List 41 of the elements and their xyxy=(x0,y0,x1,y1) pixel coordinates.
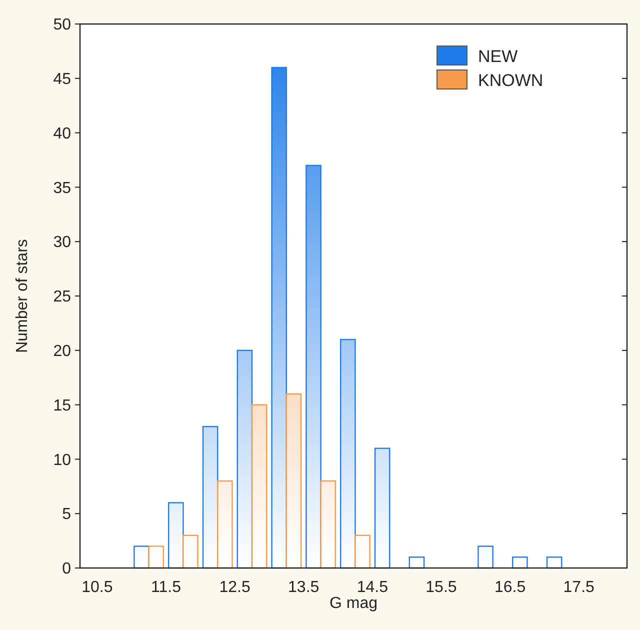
x-tick-label: 17.5 xyxy=(563,579,595,596)
bar xyxy=(271,66,288,569)
bar xyxy=(182,534,198,569)
x-axis-title: G mag xyxy=(329,595,378,612)
y-tick-label: 25 xyxy=(53,288,72,306)
y-axis-title: Number of stars xyxy=(14,239,31,353)
bar xyxy=(148,546,164,569)
bar xyxy=(354,534,370,569)
y-tick-label: 0 xyxy=(62,560,72,578)
bar xyxy=(217,480,233,569)
bar xyxy=(202,426,218,569)
y-tick-label: 35 xyxy=(53,180,72,197)
y-tick-label: 30 xyxy=(53,234,72,252)
y-tick-label: 10 xyxy=(53,452,72,469)
legend-label: KNOWN xyxy=(478,70,544,90)
y-tick-label: 45 xyxy=(53,71,72,88)
bar xyxy=(478,546,494,569)
y-tick-label: 5 xyxy=(62,506,72,524)
y-tick-label: 40 xyxy=(53,125,72,142)
legend-label: NEW xyxy=(478,46,518,66)
bar xyxy=(286,393,302,569)
bar xyxy=(512,556,528,569)
bar xyxy=(546,556,562,569)
bar xyxy=(408,556,425,569)
bar xyxy=(236,350,253,569)
x-tick-label: 11.5 xyxy=(151,579,182,596)
bar xyxy=(251,404,268,569)
x-tick-label: 16.5 xyxy=(494,579,526,596)
x-tick-label: 14.5 xyxy=(356,579,388,596)
bar xyxy=(306,164,322,569)
bar xyxy=(320,480,336,569)
y-tick-label: 20 xyxy=(53,343,72,360)
x-tick-label: 10.5 xyxy=(82,579,113,596)
x-tick-label: 13.5 xyxy=(288,579,320,596)
y-tick-label: 50 xyxy=(53,16,72,34)
bar xyxy=(374,448,390,569)
x-tick-label: 15.5 xyxy=(426,579,457,596)
x-tick-label: 12.5 xyxy=(219,579,250,596)
bar xyxy=(168,502,184,569)
bar xyxy=(340,338,356,569)
y-tick-label: 15 xyxy=(53,397,72,414)
